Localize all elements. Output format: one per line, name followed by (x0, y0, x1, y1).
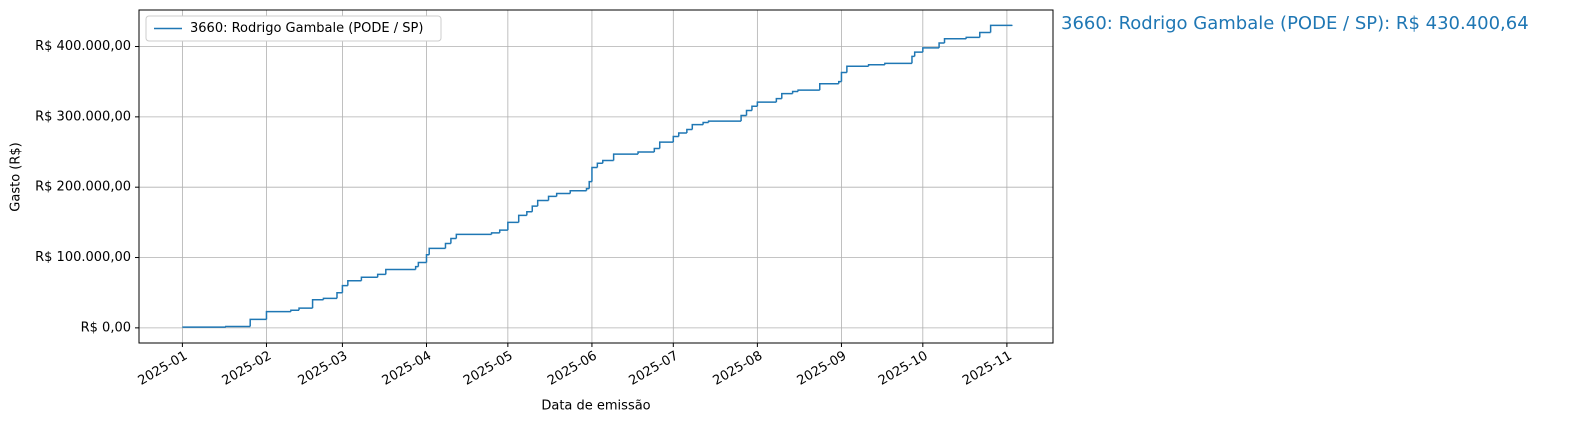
line-step (596, 162, 603, 168)
line-step (745, 109, 752, 116)
x-tick-label: 2025-07 (626, 349, 681, 389)
line-step (756, 101, 777, 107)
line-step (298, 307, 313, 311)
line-step (819, 83, 839, 91)
line-step (702, 121, 709, 125)
line-step (913, 51, 923, 57)
line-step (922, 47, 940, 53)
line-step (414, 265, 419, 270)
line-step (884, 62, 912, 65)
line-step (943, 38, 967, 44)
line-step (781, 92, 793, 99)
line-step (585, 187, 590, 191)
line-step (428, 247, 446, 255)
x-tick-label: 2025-03 (296, 349, 351, 389)
plot-frame (138, 9, 1054, 344)
line-step (837, 80, 842, 84)
x-tick-label: 2025-02 (220, 349, 275, 389)
line-step (979, 31, 991, 38)
y-tick-label: R$ 100.000,00 (35, 250, 131, 265)
line-step (265, 310, 291, 320)
line-step (360, 276, 378, 281)
line-step (555, 192, 571, 197)
line-step (672, 135, 679, 143)
line-step (376, 273, 386, 278)
line-step (588, 180, 592, 189)
line-step (490, 232, 500, 235)
line-step (867, 64, 885, 67)
y-axis-label: Gasto (R$) (9, 142, 24, 211)
x-axis-label: Data de emissão (541, 399, 650, 414)
y-tick-label: R$ 200.000,00 (35, 180, 131, 195)
line-step (653, 147, 660, 153)
line-step (249, 318, 267, 327)
line-step (425, 253, 430, 263)
line-step (322, 297, 337, 300)
line-step (498, 229, 508, 233)
legend-box (145, 15, 442, 42)
line-step (637, 151, 655, 155)
line-step (444, 242, 451, 249)
line-step (658, 141, 674, 149)
y-tick-label: R$ 300.000,00 (35, 109, 131, 124)
line-step (797, 89, 820, 92)
line-step (938, 42, 945, 48)
y-tick-label: R$ 400.000,00 (35, 39, 131, 54)
line-step (507, 221, 519, 231)
line-step (989, 24, 1013, 33)
line-step (965, 36, 980, 39)
line-step (547, 195, 557, 201)
line-step (347, 279, 362, 286)
line-step (536, 199, 549, 207)
line-step (526, 211, 533, 216)
line-step (311, 298, 324, 309)
line-step (336, 291, 343, 299)
x-tick-label: 2025-09 (795, 349, 850, 389)
x-tick-label: 2025-04 (380, 349, 435, 389)
line-step (686, 128, 693, 134)
x-tick-label: 2025-05 (461, 349, 516, 389)
line-step (225, 325, 251, 328)
line-step (602, 159, 614, 164)
y-tick-label: R$ 0,00 (81, 320, 131, 335)
line-step (341, 284, 348, 293)
line-step (517, 214, 527, 223)
line-step (840, 71, 847, 82)
line-step (751, 105, 758, 111)
legend: 3660: Rodrigo Gambale (PODE / SP) (145, 15, 442, 42)
annotation: 3660: Rodrigo Gambale (PODE / SP): R$ 43… (1061, 13, 1529, 34)
line-step (775, 97, 782, 103)
line-step (450, 237, 457, 244)
line-step (740, 114, 747, 122)
line-step (791, 90, 799, 94)
x-tick-label: 2025-06 (545, 349, 600, 389)
line-step (531, 205, 538, 212)
line-step (455, 233, 492, 239)
x-tick-label: 2025-08 (711, 349, 766, 389)
line-step (677, 132, 687, 137)
x-tick-label: 2025-01 (136, 349, 191, 389)
line-step (591, 166, 598, 182)
line-step (612, 153, 639, 161)
x-tick-label: 2025-11 (960, 349, 1015, 389)
line-step (569, 189, 587, 194)
x-tick-label: 2025-10 (876, 349, 931, 389)
line-step (691, 123, 704, 130)
line-step (290, 309, 300, 312)
line-step (707, 120, 742, 123)
line-step (846, 65, 869, 73)
line-step (385, 268, 416, 275)
line-step (417, 261, 427, 267)
legend-label: 3660: Rodrigo Gambale (PODE / SP) (190, 21, 423, 36)
line-step (911, 55, 915, 64)
